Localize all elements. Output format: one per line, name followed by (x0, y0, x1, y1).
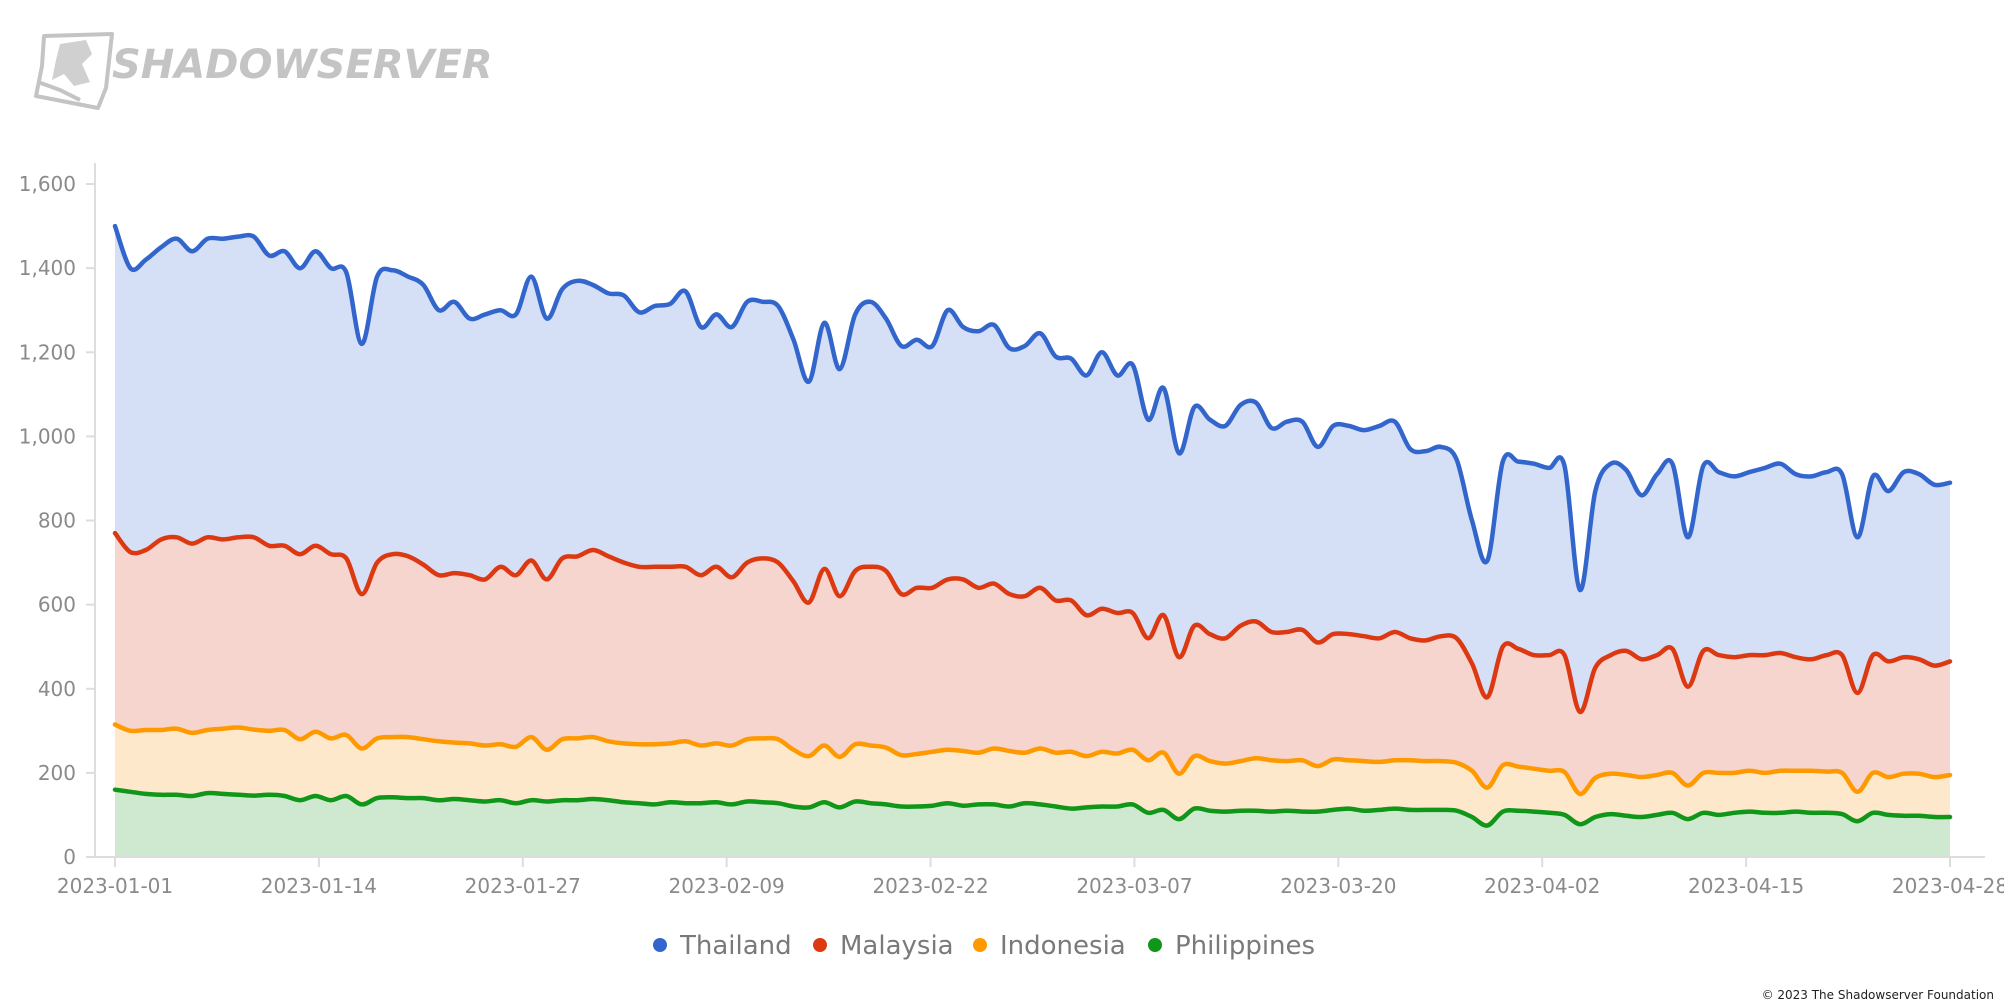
legend-label: Philippines (1175, 931, 1315, 961)
x-tick-label: 2023-04-28 (1892, 874, 2004, 898)
y-tick-label: 800 (38, 509, 76, 533)
legend-item-malaysia[interactable]: Malaysia (813, 931, 954, 961)
x-tick-label: 2023-01-27 (465, 874, 581, 898)
legend-label: Malaysia (840, 931, 954, 961)
series-areas (115, 226, 1950, 858)
y-tick-label: 200 (38, 761, 76, 785)
y-tick-label: 1,200 (19, 340, 76, 364)
x-tick-label: 2023-04-02 (1484, 874, 1600, 898)
copyright-notice: © 2023 The Shadowserver Foundation (1761, 988, 1994, 1002)
y-axis: 0 200 400 600 800 1,000 1,200 1,400 1,600 (19, 172, 95, 869)
legend-item-indonesia[interactable]: Indonesia (973, 931, 1126, 961)
y-tick-label: 1,600 (19, 172, 76, 196)
x-tick-label: 2023-02-22 (872, 874, 988, 898)
legend-item-philippines[interactable]: Philippines (1148, 931, 1315, 961)
x-tick-label: 2023-02-09 (669, 874, 785, 898)
logo-text: SHADOWSERVER (112, 42, 493, 88)
x-tick-label: 2023-01-01 (57, 874, 173, 898)
y-tick-label: 0 (63, 845, 76, 869)
x-tick-label: 2023-03-20 (1280, 874, 1396, 898)
y-tick-label: 1,000 (19, 424, 76, 448)
legend-dot-icon (813, 938, 827, 952)
line-malaysia[interactable] (112, 530, 1953, 715)
area-philippines (115, 789, 1950, 857)
legend-label: Thailand (679, 931, 792, 961)
legend-label: Indonesia (1000, 931, 1126, 961)
logo-mark-icon (34, 32, 114, 110)
legend-dot-icon (653, 938, 667, 952)
x-axis: 2023-01-01 2023-01-14 2023-01-27 2023-02-09… (57, 857, 2004, 898)
series-lines (112, 223, 1953, 828)
legend-dot-icon (973, 938, 987, 952)
x-tick-label: 2023-01-14 (261, 874, 377, 898)
legend-item-thailand[interactable]: Thailand (653, 931, 792, 961)
shadowserver-logo (34, 32, 114, 110)
line-indonesia[interactable] (112, 722, 1953, 797)
x-tick-label: 2023-04-15 (1688, 874, 1804, 898)
y-tick-label: 600 (38, 593, 76, 617)
y-tick-label: 1,400 (19, 256, 76, 280)
line-philippines[interactable] (112, 787, 1953, 828)
legend-dot-icon (1148, 938, 1162, 952)
legend[interactable]: Thailand Malaysia Indonesia Philippines (653, 931, 1315, 961)
line-thailand[interactable] (112, 223, 1953, 593)
y-tick-label: 400 (38, 677, 76, 701)
x-tick-label: 2023-03-07 (1076, 874, 1192, 898)
